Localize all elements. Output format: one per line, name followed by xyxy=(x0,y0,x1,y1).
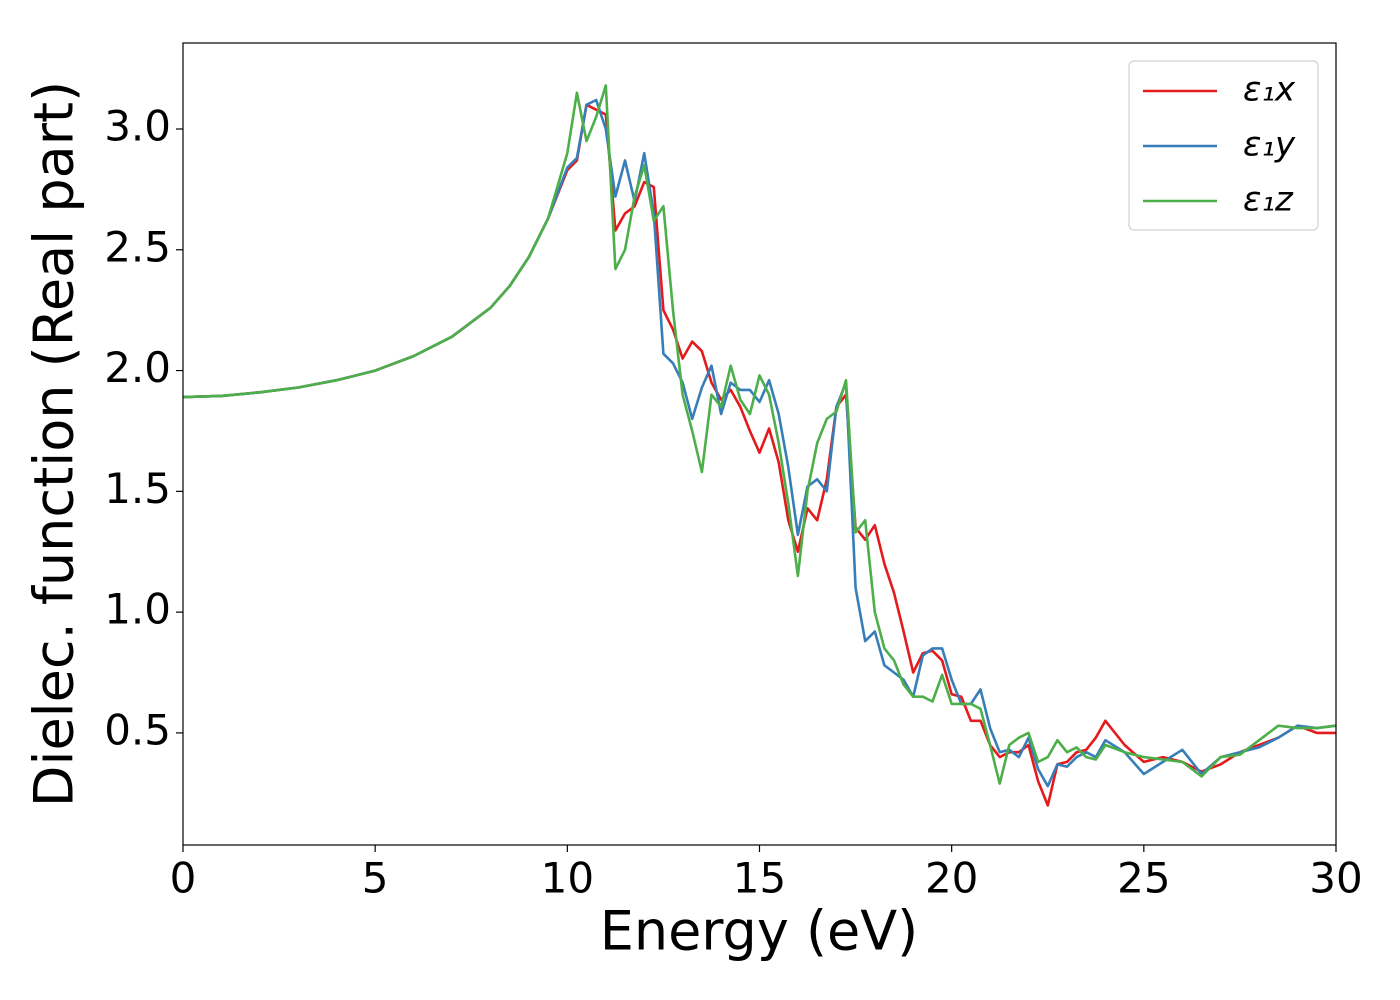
legend-label: ε₁x xyxy=(1243,70,1296,110)
y-axis-label: Dielec. function (Real part) xyxy=(23,81,86,807)
legend-label: ε₁y xyxy=(1243,125,1296,165)
legend-box xyxy=(1128,60,1319,231)
x-axis-label: Energy (eV) xyxy=(600,900,919,963)
x-tick-label: 25 xyxy=(1117,854,1170,903)
y-tick-label: 2.0 xyxy=(104,343,171,392)
series-line xyxy=(183,84,1336,785)
x-tick-label: 20 xyxy=(925,854,978,903)
legend-label: ε₁z xyxy=(1243,180,1294,220)
x-tick-label: 30 xyxy=(1309,854,1362,903)
y-tick-label: 1.0 xyxy=(104,585,171,634)
x-tick-label: 10 xyxy=(541,854,594,903)
y-tick-label: 0.5 xyxy=(104,705,171,754)
plot-frame xyxy=(182,42,1337,846)
y-tick-label: 3.0 xyxy=(104,101,171,150)
y-tick-label: 2.5 xyxy=(104,222,171,271)
y-tick-label: 1.5 xyxy=(104,464,171,513)
x-tick-label: 0 xyxy=(170,854,197,903)
x-tick-label: 5 xyxy=(362,854,389,903)
x-tick-label: 15 xyxy=(733,854,786,903)
series-line xyxy=(183,98,1336,788)
